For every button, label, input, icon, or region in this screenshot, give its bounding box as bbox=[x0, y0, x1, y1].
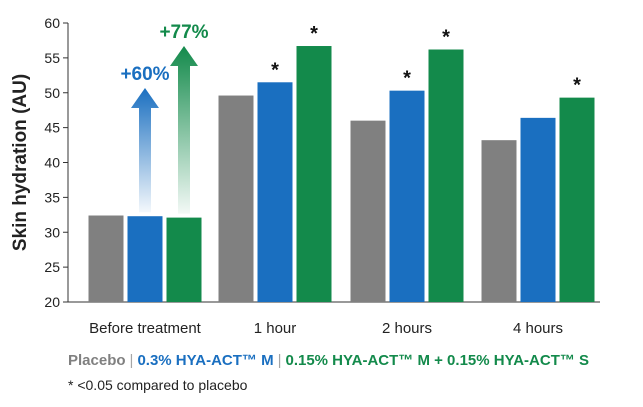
legend-entry-placebo: Placebo bbox=[68, 352, 126, 369]
legend-entry-hya-act-m: 0.3% HYA-ACT™ M bbox=[137, 352, 274, 369]
footnote: * <0.05 compared to placebo bbox=[68, 377, 248, 393]
y-tick-label: 40 bbox=[44, 155, 60, 171]
bar bbox=[520, 117, 556, 302]
bar bbox=[350, 120, 386, 303]
bar bbox=[88, 215, 124, 302]
y-tick-label: 50 bbox=[44, 85, 60, 101]
legend-separator: | bbox=[129, 352, 134, 369]
y-tick-label: 30 bbox=[44, 224, 60, 240]
y-tick-label: 45 bbox=[44, 120, 60, 136]
y-axis-title: Skin hydration (AU) bbox=[10, 74, 31, 251]
y-tick-label: 20 bbox=[44, 294, 60, 310]
bar-chart: 20 25 30 35 40 45 50 55 60 Skin hydration (AU) Bef… bbox=[10, 15, 600, 337]
bar bbox=[296, 46, 332, 302]
bar bbox=[481, 140, 517, 302]
increase-annotation: +60% bbox=[120, 64, 169, 85]
bar bbox=[257, 82, 293, 302]
bar bbox=[559, 97, 595, 302]
bar bbox=[127, 216, 163, 302]
bar bbox=[389, 90, 425, 302]
increase-annotation: +77% bbox=[159, 22, 208, 43]
significance-marker: * bbox=[403, 68, 411, 90]
x-tick-label: Before treatment bbox=[89, 320, 202, 337]
x-tick-label: 4 hours bbox=[513, 320, 563, 337]
bar bbox=[218, 95, 254, 302]
significance-marker: * bbox=[442, 27, 450, 49]
y-tick-label: 55 bbox=[44, 50, 60, 66]
legend-entry-hya-act-m-s: 0.15% HYA-ACT™ M + 0.15% HYA-ACT™ S bbox=[285, 352, 590, 369]
significance-marker: * bbox=[310, 23, 318, 45]
significance-marker: * bbox=[271, 59, 279, 81]
legend-separator: | bbox=[277, 352, 282, 369]
y-tick-label: 25 bbox=[44, 259, 60, 275]
legend: Placebo | 0.3% HYA-ACT™ M | 0.15% HYA-ACT™ M… bbox=[68, 352, 589, 369]
increase-arrow bbox=[131, 88, 159, 213]
y-tick-label: 35 bbox=[44, 189, 60, 205]
y-tick-label: 60 bbox=[44, 15, 60, 31]
bar bbox=[166, 217, 202, 302]
increase-arrow bbox=[170, 46, 198, 214]
x-tick-label: 2 hours bbox=[382, 320, 432, 337]
bar bbox=[428, 49, 464, 302]
significance-marker: * bbox=[573, 75, 581, 97]
x-tick-label: 1 hour bbox=[254, 320, 297, 337]
